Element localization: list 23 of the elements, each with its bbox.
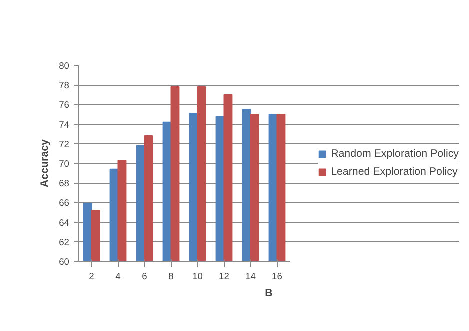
x-tick-label: 4 bbox=[116, 272, 121, 282]
y-tick-label: 76 bbox=[59, 100, 70, 110]
y-axis-title: Accuracy bbox=[39, 139, 52, 188]
y-tick-label: 68 bbox=[59, 178, 70, 189]
x-tick-label: 8 bbox=[168, 272, 174, 282]
x-tick-label: 6 bbox=[142, 272, 148, 282]
y-tick-label: 60 bbox=[59, 257, 70, 267]
y-tick-label: 72 bbox=[59, 139, 70, 150]
legend-label: Learned Exploration Policy bbox=[331, 166, 458, 178]
y-tick-label: 78 bbox=[59, 80, 70, 91]
x-tick-label: 2 bbox=[89, 272, 94, 282]
y-tick-label: 64 bbox=[59, 218, 70, 228]
y-tick-label: 66 bbox=[59, 198, 70, 208]
x-axis-title: B bbox=[265, 288, 274, 300]
x-tick-label: 16 bbox=[272, 272, 282, 282]
legend-label: Random Exploration Policy bbox=[331, 148, 459, 160]
y-tick-label: 62 bbox=[59, 237, 70, 248]
y-tick-label: 70 bbox=[59, 159, 70, 169]
y-tick-label: 74 bbox=[59, 120, 70, 130]
x-tick-label: 10 bbox=[192, 272, 203, 282]
x-tick-label: 12 bbox=[219, 272, 230, 282]
x-tick-label: 14 bbox=[246, 272, 256, 282]
y-tick-label: 80 bbox=[59, 61, 70, 71]
